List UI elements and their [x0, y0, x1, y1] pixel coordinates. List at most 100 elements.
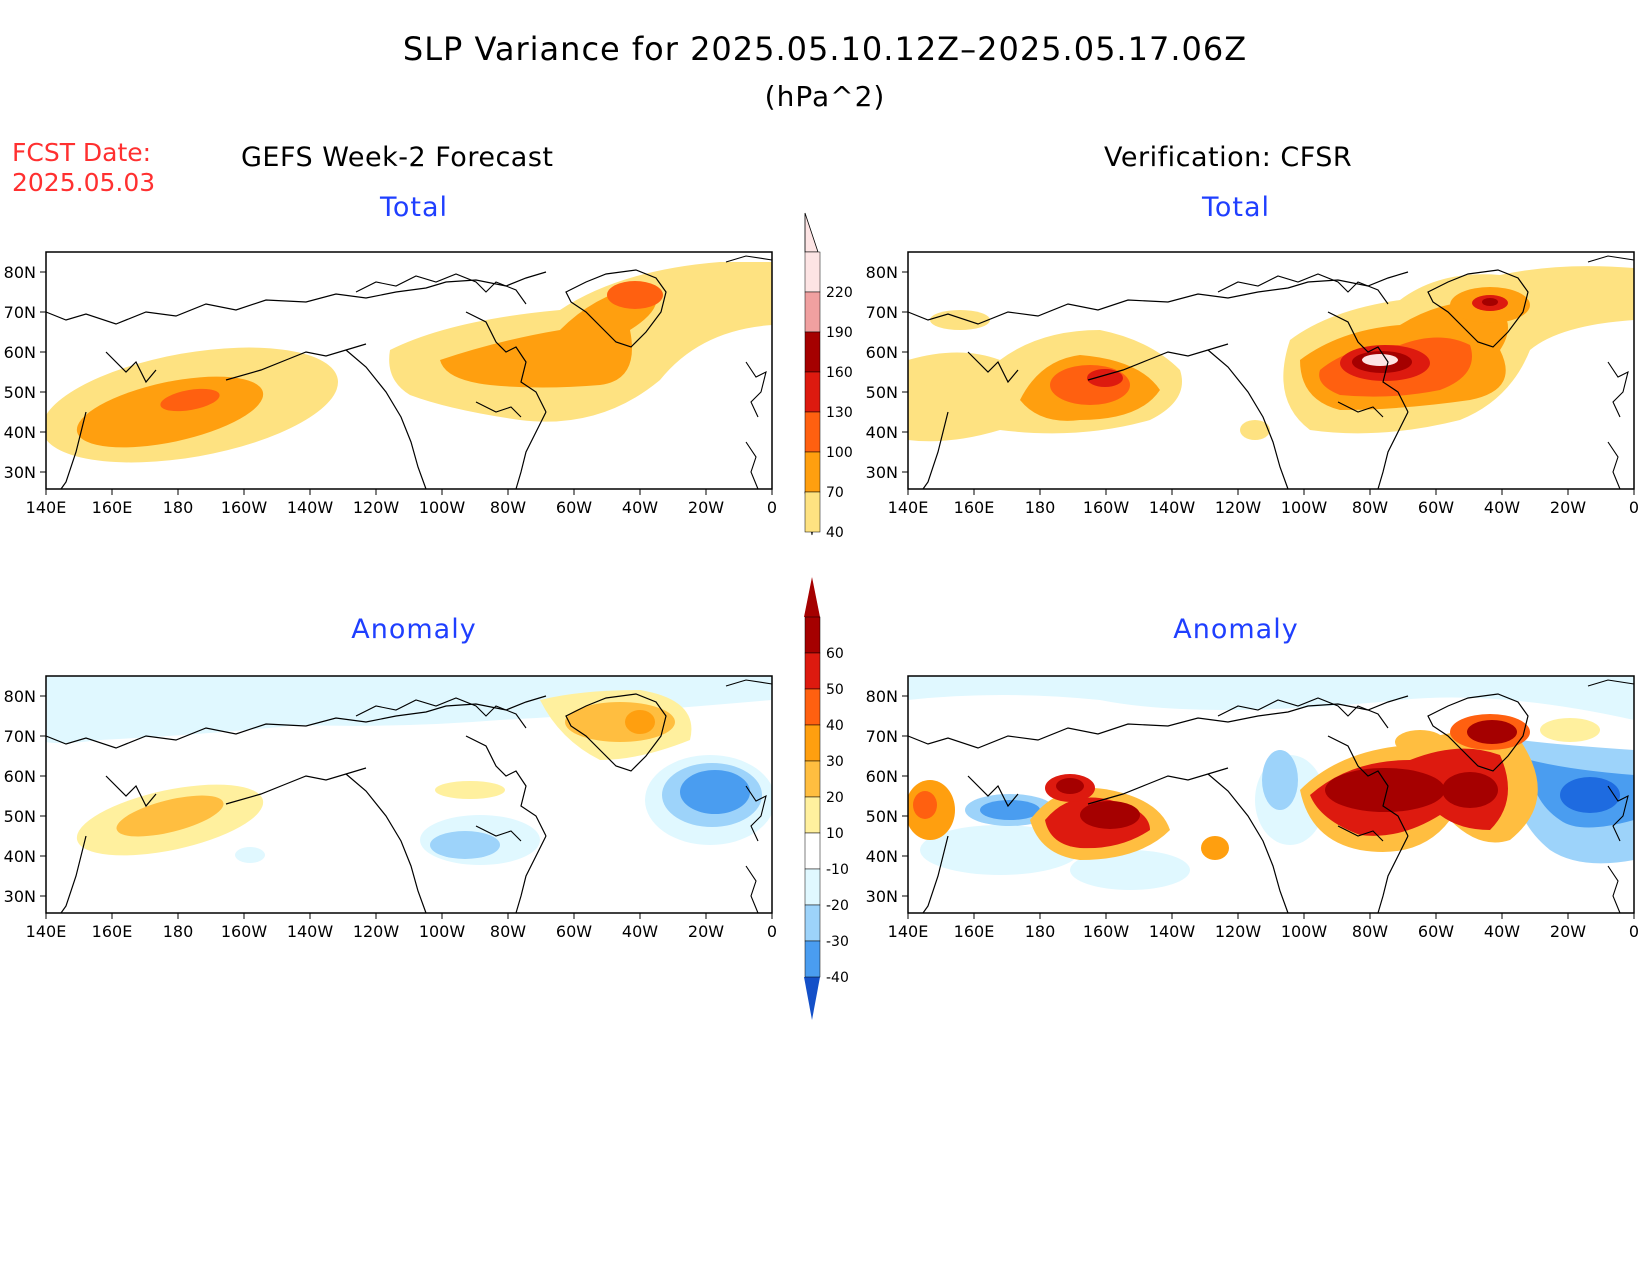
colorbar-label: -40 — [826, 970, 849, 986]
lat-label: 30N — [4, 463, 36, 482]
lon-label: 160E — [92, 922, 133, 941]
column-title-cfsr: Verification: CFSR — [1104, 142, 1353, 173]
panel-title-gefs-total: Total — [379, 192, 449, 223]
lon-label: 140W — [1149, 922, 1196, 941]
lon-label: 140E — [888, 922, 929, 941]
lon-label: 60W — [1418, 922, 1454, 941]
lon-label: 60W — [556, 922, 592, 941]
main-title: SLP Variance for 2025.05.10.12Z–2025.05.… — [402, 30, 1248, 68]
lon-label: 120W — [1215, 498, 1262, 517]
panel-title-cfsr-anomaly: Anomaly — [1173, 614, 1299, 645]
lon-label: 80W — [490, 922, 526, 941]
colorbar-swatch — [804, 724, 821, 762]
lon-label: 160W — [1083, 922, 1130, 941]
units-label: (hPa^2) — [764, 80, 886, 113]
colorbar-swatch — [804, 251, 821, 293]
colorbar-label: 160 — [826, 365, 853, 381]
lon-label: 140E — [888, 498, 929, 517]
lon-label: 140W — [1149, 498, 1196, 517]
colorbar-swatch — [804, 652, 821, 690]
map-panel-gefs-total — [45, 251, 773, 490]
lat-label: 80N — [4, 263, 36, 282]
lon-label: 40W — [1484, 922, 1520, 941]
lon-label: 0 — [1629, 922, 1639, 941]
colorbar-label: 190 — [826, 325, 853, 341]
lat-label: 40N — [866, 423, 898, 442]
colorbar-swatch — [804, 616, 821, 654]
map-panel-gefs-anomaly — [45, 675, 773, 914]
lon-label: 100W — [1281, 498, 1328, 517]
colorbar-swatch — [804, 451, 821, 493]
lon-label: 80W — [490, 498, 526, 517]
lon-label: 20W — [688, 922, 724, 941]
colorbar-label: 100 — [826, 445, 853, 461]
lon-label: 120W — [1215, 922, 1262, 941]
colorbar-total: 220 190 160 130 100 70 40 — [804, 212, 853, 541]
colorbar-label: 130 — [826, 405, 853, 421]
lat-label: 50N — [866, 807, 898, 826]
column-title-gefs: GEFS Week-2 Forecast — [241, 142, 554, 173]
lat-label: 70N — [866, 727, 898, 746]
lon-label: 40W — [622, 922, 658, 941]
lat-label: 80N — [866, 687, 898, 706]
colorbar-label: 30 — [826, 754, 844, 770]
lon-label: 120W — [353, 498, 400, 517]
colorbar-swatch — [804, 832, 821, 870]
colorbar-swatch — [804, 491, 821, 533]
lon-label: 140W — [287, 498, 334, 517]
lon-label: 160E — [954, 498, 995, 517]
colorbar-swatch — [804, 291, 821, 333]
fcst-date: FCST Date: 2025.05.03 — [12, 138, 155, 198]
map-panel-cfsr-anomaly — [907, 675, 1635, 914]
lon-label: 20W — [1550, 922, 1586, 941]
fcst-date-value: 2025.05.03 — [12, 168, 156, 197]
colorbar-label: 70 — [826, 485, 844, 501]
lon-label: 60W — [556, 498, 592, 517]
colorbar-label: 10 — [826, 826, 844, 842]
lon-label: 80W — [1352, 498, 1388, 517]
lon-label: 160E — [954, 922, 995, 941]
lat-label: 30N — [866, 887, 898, 906]
lon-label: 180 — [163, 922, 194, 941]
colorbar-label: -30 — [826, 934, 849, 950]
panel-title-cfsr-total: Total — [1201, 192, 1271, 223]
colorbar-swatch — [804, 796, 821, 834]
colorbar-swatch — [804, 331, 821, 373]
colorbar-swatch — [804, 760, 821, 798]
colorbar-label: 220 — [826, 285, 853, 301]
lat-label: 40N — [4, 847, 36, 866]
lon-label: 180 — [1025, 922, 1056, 941]
lat-label: 30N — [4, 887, 36, 906]
fcst-date-label: FCST Date: — [12, 138, 152, 167]
colorbar-swatch — [804, 940, 821, 978]
lon-label: 60W — [1418, 498, 1454, 517]
lon-label: 140E — [26, 498, 67, 517]
lat-label: 40N — [866, 847, 898, 866]
colorbar-swatch — [804, 868, 821, 906]
lat-label: 60N — [866, 767, 898, 786]
lon-label: 160W — [221, 922, 268, 941]
colorbar-swatch — [804, 688, 821, 726]
lon-label: 120W — [353, 922, 400, 941]
colorbar-label: 50 — [826, 682, 844, 698]
lon-label: 80W — [1352, 922, 1388, 941]
map-panel-cfsr-total — [907, 251, 1635, 490]
lon-label: 100W — [1281, 922, 1328, 941]
colorbar-label: 40 — [826, 718, 844, 734]
colorbar-anomaly: 60 50 40 30 20 10 -10 -20 -30 -40 — [804, 577, 849, 1020]
colorbar-swatch — [804, 411, 821, 453]
lon-label: 0 — [1629, 498, 1639, 517]
lat-label: 60N — [866, 343, 898, 362]
lon-label: 160W — [1083, 498, 1130, 517]
lon-label: 100W — [419, 922, 466, 941]
lat-label: 30N — [866, 463, 898, 482]
colorbar-label: 60 — [826, 646, 844, 662]
lat-label: 60N — [4, 343, 36, 362]
lon-label: 0 — [767, 498, 777, 517]
lat-label: 50N — [4, 807, 36, 826]
lon-label: 40W — [622, 498, 658, 517]
lat-label: 60N — [4, 767, 36, 786]
lon-label: 40W — [1484, 498, 1520, 517]
lon-label: 140E — [26, 922, 67, 941]
panel-title-gefs-anomaly: Anomaly — [351, 614, 477, 645]
